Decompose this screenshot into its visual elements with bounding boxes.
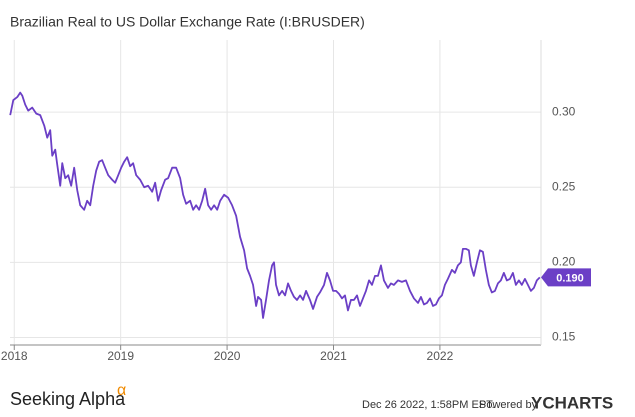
x-tick-label: 2022 xyxy=(427,349,454,363)
y-tick-label: 0.30 xyxy=(552,104,576,118)
timestamp: Dec 26 2022, 1:58PM EST. xyxy=(362,399,495,411)
x-tick-label: 2019 xyxy=(107,349,134,363)
brand: Seeking Alpha xyxy=(10,389,126,409)
x-tick-label: 2021 xyxy=(320,349,347,363)
value-badge xyxy=(541,268,591,287)
provider: YCHARTS xyxy=(531,393,613,412)
series-line xyxy=(9,91,541,319)
x-tick-label: 2018 xyxy=(1,349,28,363)
x-tick-label: 2020 xyxy=(214,349,241,363)
brand-mark: α xyxy=(117,382,126,399)
y-tick-label: 0.25 xyxy=(552,179,576,193)
value-badge-label: 0.190 xyxy=(556,272,584,284)
y-tick-label: 0.20 xyxy=(552,255,576,269)
powered-by: Powered by xyxy=(479,399,538,411)
chart-title: Brazilian Real to US Dollar Exchange Rat… xyxy=(10,14,365,30)
y-tick-label: 0.15 xyxy=(552,330,576,344)
